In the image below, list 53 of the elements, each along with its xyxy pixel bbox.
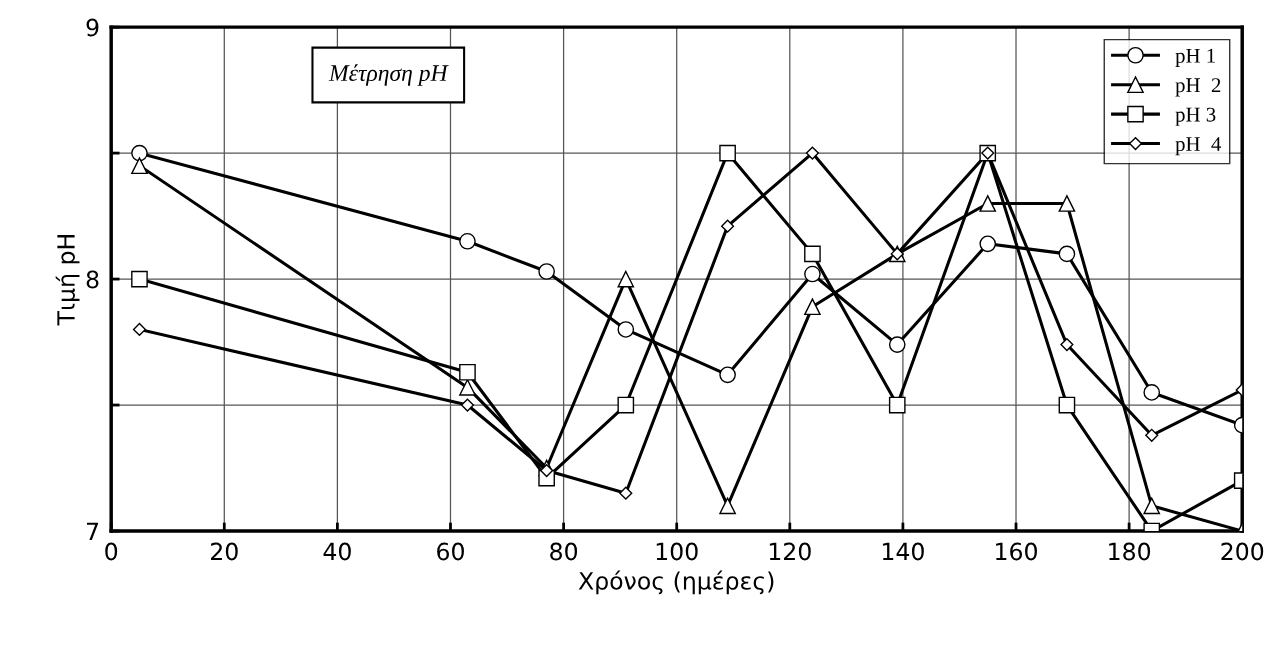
point xyxy=(132,322,147,337)
point xyxy=(719,366,736,384)
x-tick-label: 40 xyxy=(323,542,351,561)
y-tick-label: 7 xyxy=(86,522,99,540)
point xyxy=(131,270,148,288)
point xyxy=(721,219,735,233)
point xyxy=(131,157,148,175)
point xyxy=(888,396,906,414)
x-tick-label: 20 xyxy=(211,542,238,561)
point xyxy=(719,497,736,515)
annotation: Μέτρηση pH xyxy=(328,64,449,86)
x-tick-label: 0 xyxy=(105,542,118,561)
point xyxy=(719,144,736,162)
point xyxy=(1143,384,1161,401)
x-tick-label: 200 xyxy=(1221,542,1264,561)
legend-label: pH 2 xyxy=(1175,78,1221,97)
point xyxy=(619,486,633,500)
point xyxy=(804,265,821,283)
point xyxy=(617,396,635,414)
x-tick-label: 120 xyxy=(769,542,811,561)
point xyxy=(459,379,476,396)
point xyxy=(805,146,820,160)
point xyxy=(617,270,635,288)
point xyxy=(459,232,476,250)
x-tick-label: 60 xyxy=(437,542,464,561)
x-tick-label: 160 xyxy=(996,542,1037,561)
point xyxy=(804,245,821,263)
point xyxy=(1060,337,1074,352)
y-axis-title: Τιμή pH xyxy=(55,235,80,326)
point xyxy=(617,321,635,338)
point xyxy=(538,263,555,280)
legend-label: pH 1 xyxy=(1175,48,1215,67)
point xyxy=(1058,195,1076,212)
point xyxy=(1145,428,1159,442)
point xyxy=(1058,396,1076,414)
x-tick-label: 80 xyxy=(550,542,578,561)
x-tick-label: 180 xyxy=(1109,542,1151,561)
point xyxy=(979,235,997,253)
y-tick-label: 8 xyxy=(86,270,99,289)
point xyxy=(459,363,476,381)
point xyxy=(540,463,554,478)
y-tick-label: 9 xyxy=(86,18,99,37)
point xyxy=(888,336,906,353)
point xyxy=(1143,497,1161,515)
legend-label: pH 4 xyxy=(1175,137,1222,156)
point xyxy=(804,298,821,316)
x-tick-label: 140 xyxy=(882,542,924,561)
point xyxy=(460,398,475,412)
legend-label: pH 3 xyxy=(1175,107,1216,126)
point xyxy=(131,144,148,162)
x-axis-title: Χρόνος (ημέρες) xyxy=(578,570,774,595)
point xyxy=(1058,245,1076,263)
x-tick-label: 100 xyxy=(656,542,698,561)
